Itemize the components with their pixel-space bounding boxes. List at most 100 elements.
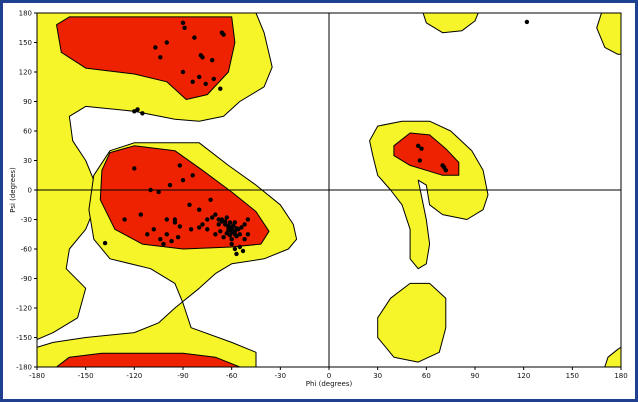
x-tick-label: -180: [29, 372, 45, 380]
y-tick-label: -60: [21, 246, 32, 254]
data-point: [213, 212, 218, 217]
data-point: [180, 178, 186, 183]
data-point: [229, 237, 234, 242]
allowed-region-7: [377, 282, 447, 363]
data-point: [416, 143, 421, 148]
data-point: [205, 227, 210, 232]
core-region-0: [56, 16, 236, 100]
data-point: [200, 222, 205, 227]
y-tick-label: 120: [19, 69, 32, 77]
data-point: [175, 235, 181, 240]
data-point: [197, 225, 202, 230]
allowed-region-8: [422, 13, 479, 34]
data-point: [231, 223, 236, 228]
data-point: [138, 212, 143, 217]
x-tick-label: -90: [177, 372, 188, 380]
data-point: [218, 86, 223, 91]
data-point: [221, 32, 226, 37]
data-point: [224, 215, 229, 220]
y-tick-label: 90: [23, 98, 32, 106]
y-tick-label: 60: [23, 128, 32, 136]
data-point: [223, 219, 228, 224]
data-point: [167, 182, 173, 188]
data-point: [182, 25, 187, 30]
data-point: [232, 246, 238, 252]
y-tick-label: 150: [19, 39, 32, 47]
x-tick-label: 60: [422, 372, 431, 380]
core-region-2: [56, 352, 241, 367]
x-tick-label: -60: [226, 372, 237, 380]
data-point: [219, 217, 225, 222]
data-point: [229, 230, 234, 235]
allowed-region-10: [604, 346, 621, 367]
y-tick-label: -30: [21, 216, 32, 224]
data-point: [234, 226, 239, 231]
data-point: [221, 235, 226, 240]
data-point: [187, 202, 192, 207]
data-point: [156, 189, 161, 195]
data-point: [242, 237, 247, 242]
allowed-region-9: [596, 13, 621, 55]
data-point: [197, 74, 202, 80]
data-point: [180, 20, 186, 25]
y-axis-ticks: 180 150 120 90 60 30 0 -30 -60 -90 -120 -150 -180: [16, 10, 37, 372]
data-point: [140, 111, 145, 116]
data-point: [145, 232, 150, 237]
x-tick-label: 30: [373, 372, 382, 380]
y-tick-label: -180: [16, 364, 32, 372]
data-point: [237, 232, 242, 237]
data-point: [205, 217, 210, 222]
data-point: [240, 248, 246, 254]
data-point: [197, 207, 202, 212]
y-tick-label: 180: [19, 10, 32, 18]
data-point: [242, 222, 247, 227]
data-point: [216, 217, 221, 222]
data-point: [190, 173, 195, 178]
data-point: [208, 197, 213, 202]
x-tick-label: 120: [517, 372, 530, 380]
data-point: [210, 215, 215, 220]
data-point: [442, 165, 447, 170]
x-axis-label: Phi (degrees): [306, 380, 353, 388]
y-tick-label: -90: [21, 275, 32, 283]
x-axis-ticks: -180 -150 -120 -90 -60 -30 0 30 60 90 120 150 180: [29, 367, 628, 380]
data-point: [245, 232, 251, 237]
y-tick-label: 30: [23, 157, 32, 165]
data-point: [158, 55, 163, 60]
data-points: [102, 19, 530, 257]
allowed-region-4: [37, 13, 273, 340]
data-point: [239, 225, 244, 230]
y-tick-label: -120: [16, 305, 32, 313]
data-point: [192, 35, 197, 40]
data-point: [164, 40, 169, 45]
data-point: [213, 232, 218, 237]
y-tick-label: 0: [28, 187, 32, 195]
data-point: [188, 227, 194, 232]
x-tick-label: 90: [471, 372, 480, 380]
data-point: [158, 237, 163, 242]
data-point: [180, 69, 186, 75]
data-point: [161, 241, 166, 247]
data-point: [419, 146, 424, 151]
x-tick-label: 180: [614, 372, 627, 380]
data-point: [524, 19, 530, 25]
data-point: [102, 240, 108, 246]
x-tick-label: -30: [275, 372, 286, 380]
data-point: [190, 79, 195, 85]
data-point: [226, 228, 231, 233]
data-point: [200, 55, 205, 60]
data-point: [417, 158, 422, 163]
data-point: [135, 107, 140, 112]
data-point: [169, 238, 174, 244]
data-point: [177, 163, 182, 168]
data-point: [151, 227, 156, 232]
x-tick-label: 150: [566, 372, 579, 380]
data-point: [245, 217, 251, 222]
data-point: [234, 251, 239, 257]
x-tick-label: -150: [78, 372, 94, 380]
data-point: [216, 222, 221, 227]
data-point: [232, 232, 238, 237]
x-tick-label: -120: [126, 372, 142, 380]
data-point: [237, 244, 242, 250]
data-point: [210, 58, 215, 63]
